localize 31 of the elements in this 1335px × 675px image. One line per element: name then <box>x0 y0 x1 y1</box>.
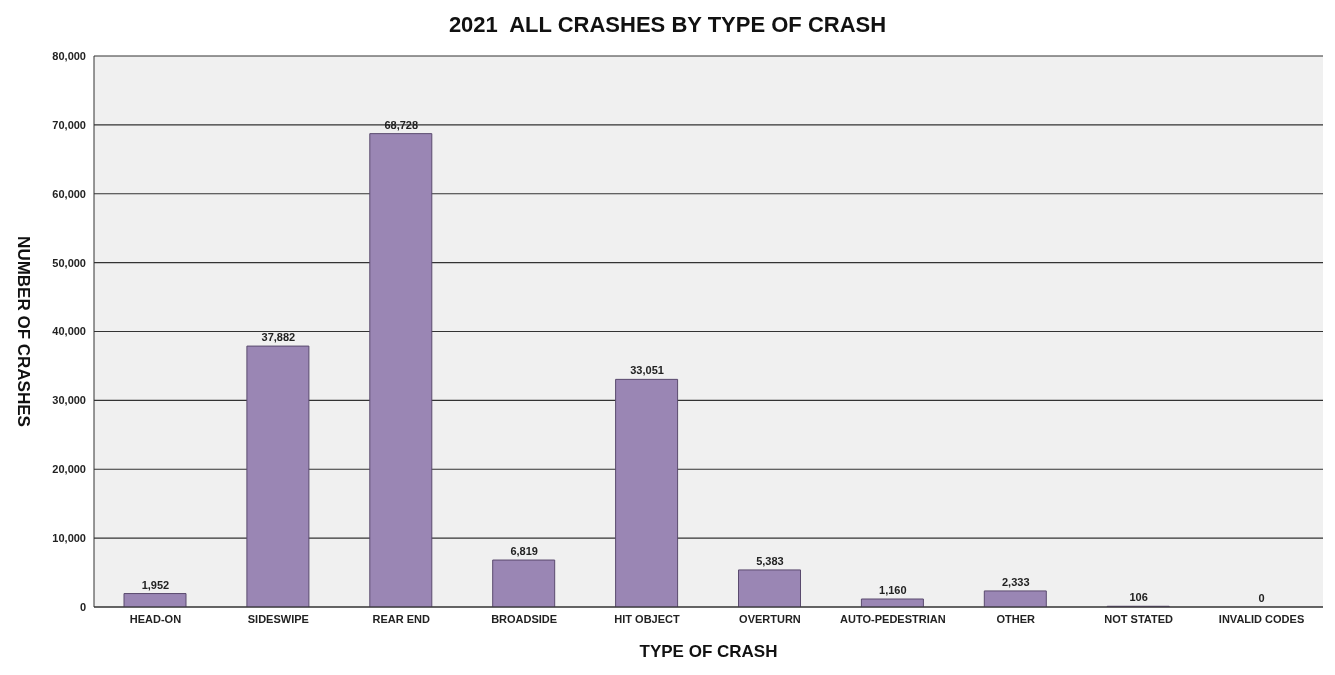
x-tick-label: OVERTURN <box>739 612 801 625</box>
x-tick-label: HIT OBJECT <box>614 612 681 625</box>
chart-title: 2021 ALL CRASHES BY TYPE OF CRASH <box>447 11 888 39</box>
y-tick-label: 40,000 <box>52 325 86 338</box>
x-tick-label: NOT STATED <box>1104 612 1174 625</box>
x-tick-label: OTHER <box>996 612 1036 625</box>
data-label: 5,383 <box>756 554 784 567</box>
data-label: 106 <box>1129 591 1148 604</box>
x-tick-label: SIDESWIPE <box>247 612 309 625</box>
data-label: 6,819 <box>510 545 538 558</box>
y-tick-label: 20,000 <box>52 463 86 476</box>
data-label: 1,160 <box>879 584 907 597</box>
data-label: 37,882 <box>261 331 296 344</box>
y-tick-label: 10,000 <box>52 532 86 545</box>
y-tick-label: 0 <box>79 600 86 613</box>
data-label: 1,952 <box>141 578 170 591</box>
data-label: 2,333 <box>1001 575 1030 588</box>
x-tick-label: REAR END <box>372 612 431 625</box>
y-tick-label: 70,000 <box>52 118 86 131</box>
y-tick-label: 60,000 <box>52 187 86 200</box>
x-tick-label: HEAD-ON <box>129 612 182 625</box>
x-tick-label: AUTO-PEDESTRIAN <box>840 612 946 625</box>
x-tick-label: BROADSIDE <box>491 612 558 625</box>
data-label: 0 <box>1258 592 1265 604</box>
x-axis-title: TYPE OF CRASH <box>639 642 778 661</box>
data-label: 33,051 <box>630 364 664 377</box>
y-tick-label: 80,000 <box>52 49 86 62</box>
y-tick-label: 30,000 <box>52 394 86 407</box>
x-tick-label: INVALID CODES <box>1218 612 1305 625</box>
y-axis-title: NUMBER OF CRASHES <box>13 236 33 427</box>
y-tick-label: 50,000 <box>52 256 86 269</box>
